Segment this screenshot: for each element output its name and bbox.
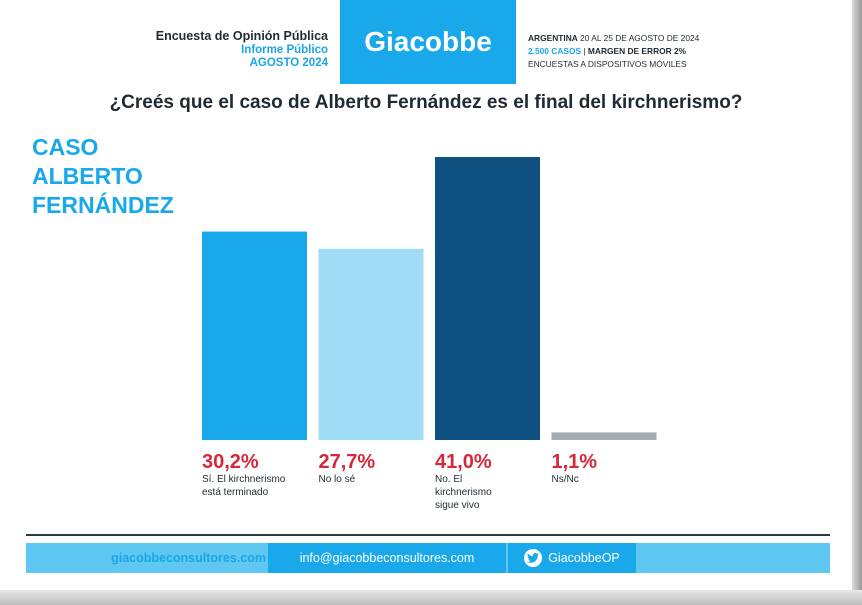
survey-margin: MARGEN DE ERROR 2%	[587, 46, 687, 56]
survey-separator: |	[583, 46, 586, 56]
category-label-line: Sí. El kirchnerismo	[202, 474, 286, 485]
section-title: CASO ALBERTO FERNÁNDEZ	[32, 133, 212, 220]
value-label-3: 41,0%	[435, 451, 492, 473]
bar-1	[202, 231, 307, 440]
category-label-line: kirchnerismo	[435, 487, 492, 498]
bar-3	[435, 157, 540, 440]
value-label-4: 1,1%	[552, 451, 598, 473]
brand-logo: Giacobbe	[340, 0, 516, 84]
category-label-2: No lo sé	[319, 474, 356, 485]
bar-4	[551, 432, 657, 440]
category-label-4: Ns/Nc	[552, 474, 579, 485]
survey-sample: 2.500 CASOS | MARGEN DE ERROR 2%	[528, 45, 848, 58]
category-label-1: Sí. El kirchnerismo está terminado	[202, 474, 286, 498]
brand-name: Giacobbe	[364, 26, 492, 57]
category-label-line: No lo sé	[319, 474, 356, 485]
category-label-line: Ns/Nc	[552, 474, 579, 485]
survey-country: ARGENTINA	[528, 33, 578, 43]
category-label-line: No. El	[435, 474, 462, 485]
footer-divider	[26, 534, 830, 536]
section-title-line: FERNÁNDEZ	[32, 192, 174, 218]
twitter-icon	[524, 549, 543, 567]
bar-chart: 30,2%Sí. El kirchnerismo está terminado 27…	[202, 157, 657, 511]
survey-cases: 2.500 CASOS	[528, 46, 582, 56]
value-label-2: 27,7%	[319, 451, 376, 473]
page-edge-right	[852, 0, 862, 605]
website-link[interactable]: giacobbeconsultores.com	[111, 551, 266, 565]
survey-question: ¿Creés que el caso de Alberto Fernández …	[109, 92, 743, 113]
survey-details: ARGENTINA 20 AL 25 DE AGOSTO DE 2024 2.5…	[528, 32, 848, 71]
survey-scope: ARGENTINA 20 AL 25 DE AGOSTO DE 2024	[528, 32, 848, 45]
report-type: Informe Público	[241, 43, 328, 56]
survey-method: ENCUESTAS A DISPOSITIVOS MÓVILES	[528, 59, 687, 69]
twitter-handle: GiacobbeOP	[548, 551, 620, 565]
survey-header: Encuesta de Opinión Pública Informe Públ…	[120, 29, 328, 71]
section-title-line: ALBERTO	[32, 163, 143, 189]
twitter-link[interactable]: GiacobbeOP	[508, 543, 636, 573]
value-label-1: 30,2%	[202, 451, 259, 473]
category-label-3: No. El kirchnerismo sigue vivo	[435, 474, 492, 511]
email-link[interactable]: info@giacobbeconsultores.com	[268, 543, 506, 573]
category-label-line: está terminado	[202, 487, 269, 498]
survey-dates: 20 AL 25 DE AGOSTO DE 2024	[580, 33, 700, 43]
page-edge-bottom	[0, 590, 862, 605]
bar-2	[318, 248, 424, 440]
report-date: AGOSTO 2024	[249, 57, 328, 69]
footer-bar: giacobbeconsultores.com info@giacobbecon…	[26, 543, 830, 573]
category-label-line: sigue vivo	[435, 500, 480, 511]
section-title-line: CASO	[32, 134, 99, 160]
survey-title: Encuesta de Opinión Pública	[155, 29, 328, 43]
